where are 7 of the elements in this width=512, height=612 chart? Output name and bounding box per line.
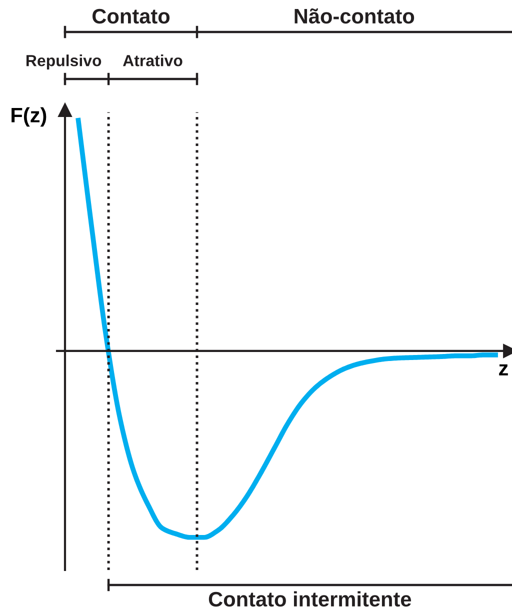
text: Contato xyxy=(92,8,170,24)
text: Não-contato xyxy=(294,8,414,24)
x-axis-title: z xyxy=(499,364,508,376)
text: Repulsivo xyxy=(26,54,102,70)
y-axis-title: F(z) xyxy=(12,107,46,127)
text: Atrativo xyxy=(123,54,182,66)
text: Contato intermitente xyxy=(208,591,412,607)
